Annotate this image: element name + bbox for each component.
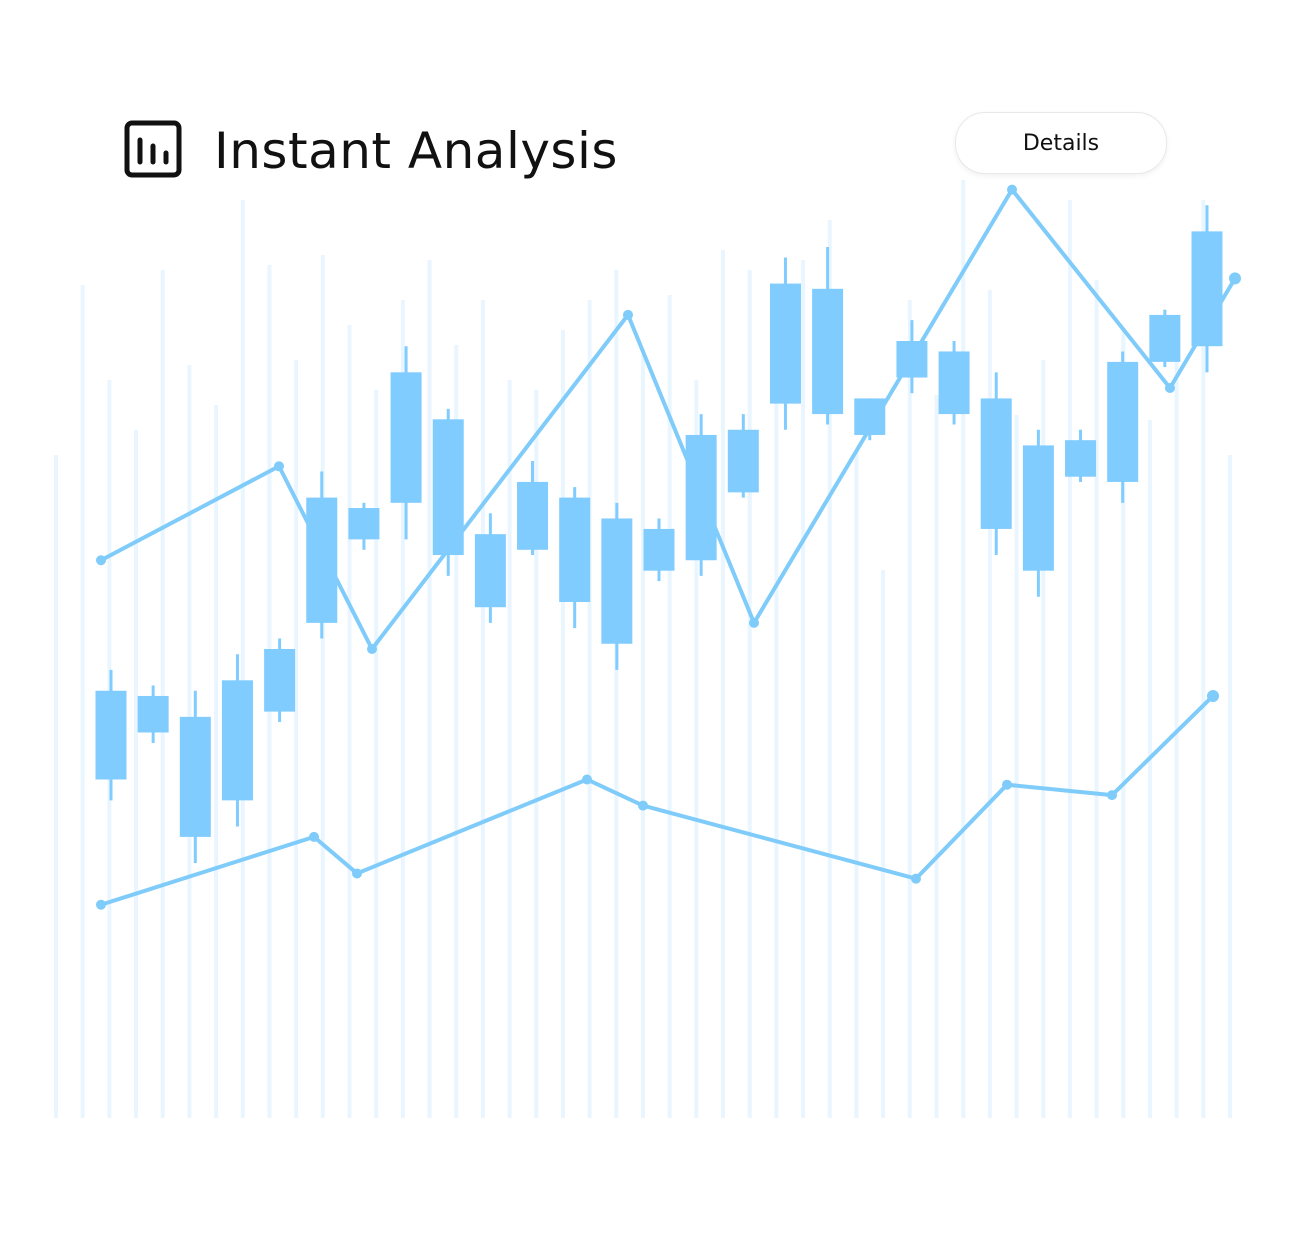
page-title: Instant Analysis	[214, 122, 618, 180]
series-1-point	[96, 555, 106, 566]
series-1-point	[274, 461, 284, 472]
series-2-point	[1002, 779, 1012, 790]
candles	[95, 205, 1223, 863]
candle-body	[517, 481, 549, 550]
series-1-point	[623, 309, 633, 320]
candle-body	[854, 398, 886, 435]
candle-body	[1022, 445, 1054, 571]
series-2-point	[582, 774, 592, 785]
candle-body	[221, 680, 253, 801]
candle-body	[390, 372, 422, 503]
candle-body	[896, 341, 928, 378]
series-2-point	[96, 899, 106, 910]
candle-body	[727, 429, 759, 493]
series-1-point	[1165, 382, 1175, 393]
candle-body	[306, 497, 338, 623]
series-2-point	[638, 800, 648, 811]
candle-body	[601, 518, 633, 644]
candle-body	[938, 351, 970, 415]
candle-body	[264, 648, 296, 712]
background-bars	[54, 180, 1232, 1118]
candle-body	[137, 695, 169, 733]
candle-body	[95, 690, 127, 780]
candle-body	[769, 283, 801, 404]
series-1-point	[1229, 272, 1241, 285]
candle-body	[432, 419, 464, 556]
candle-body	[685, 434, 717, 561]
candle-body	[348, 508, 380, 540]
series-1-point	[749, 617, 759, 628]
candle-body	[1149, 314, 1181, 362]
series-1-point	[1007, 184, 1017, 195]
candle-body	[980, 398, 1012, 529]
bar-chart-icon	[124, 120, 182, 178]
candle-body	[179, 716, 211, 837]
series-2-point	[309, 831, 319, 842]
series-2-point	[911, 873, 921, 884]
candle-body	[1191, 231, 1223, 347]
details-button[interactable]: Details	[955, 112, 1167, 174]
series-2-point	[1107, 790, 1117, 801]
candle-body	[1065, 440, 1097, 477]
series-2-point	[1207, 689, 1219, 702]
candle-body	[643, 528, 675, 571]
series-2-point	[352, 868, 362, 879]
candle-body	[559, 497, 591, 602]
series-1-point	[367, 643, 377, 654]
candle-body	[812, 288, 844, 415]
candle-body	[474, 534, 506, 608]
candle-body	[1107, 361, 1139, 482]
